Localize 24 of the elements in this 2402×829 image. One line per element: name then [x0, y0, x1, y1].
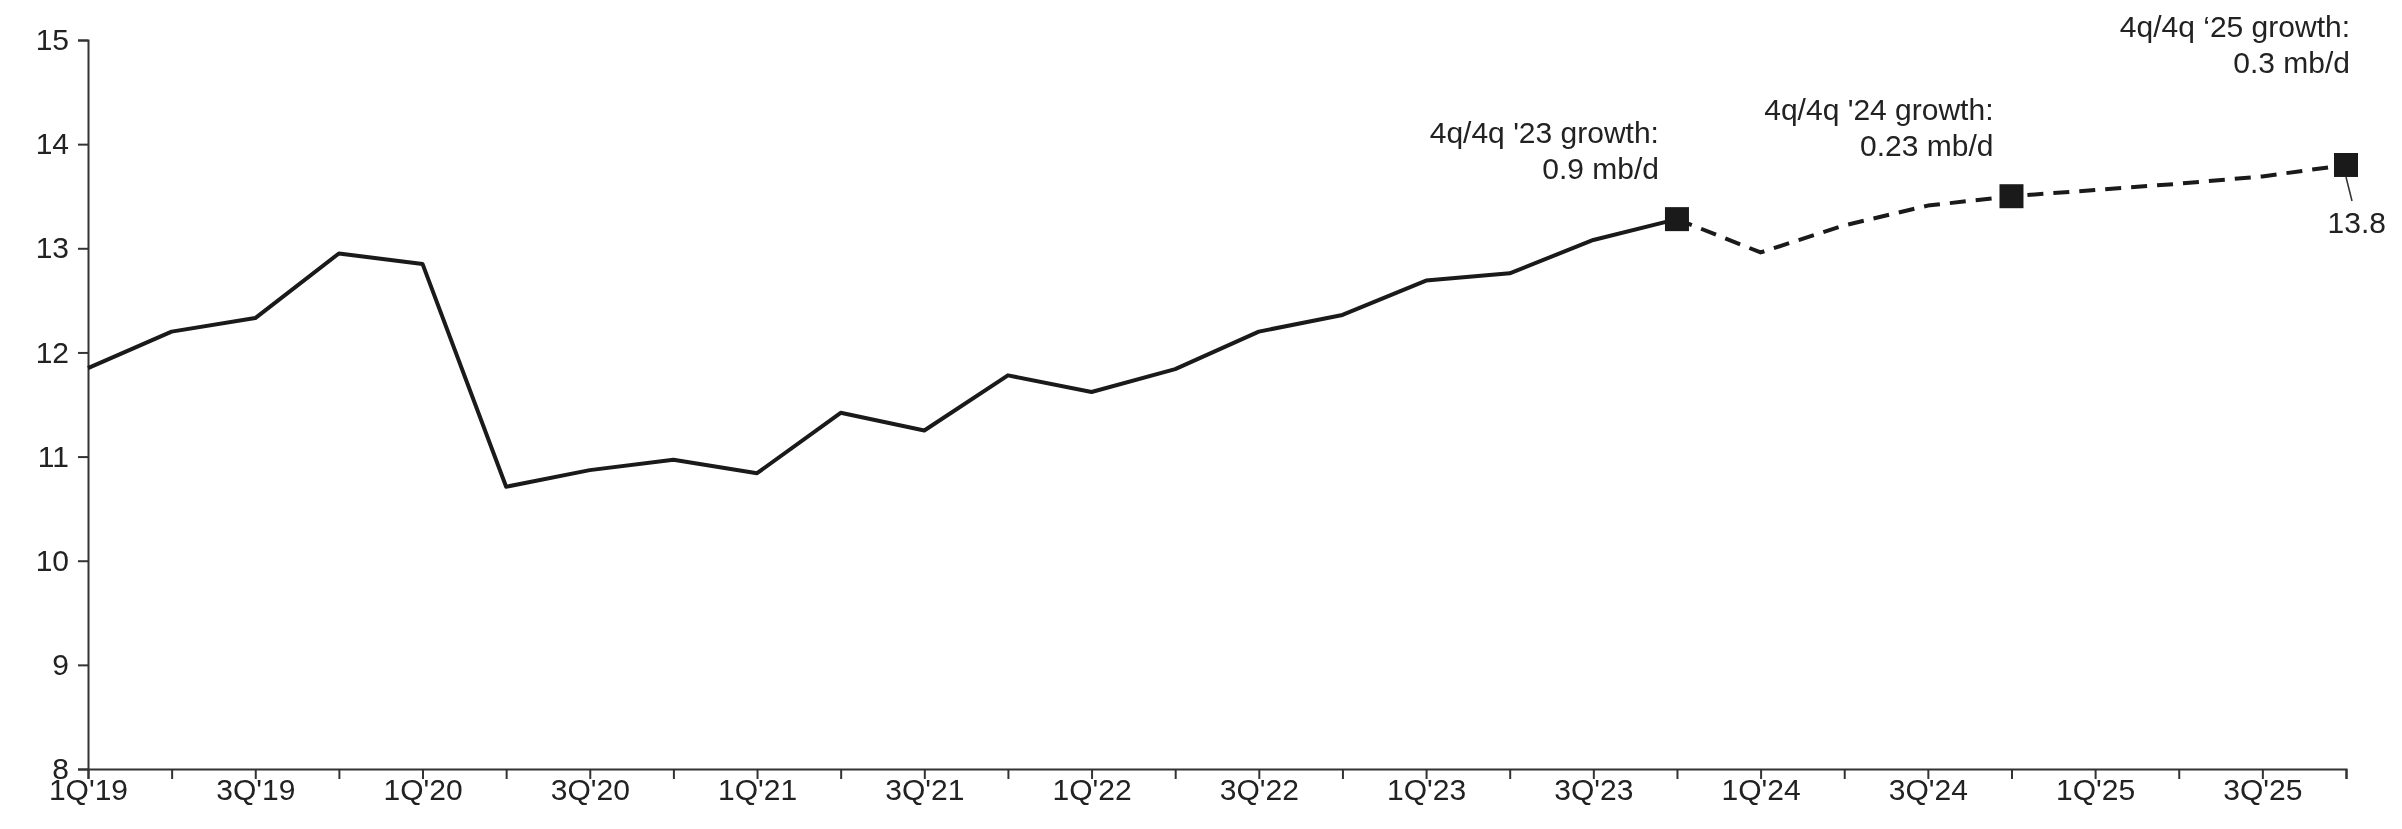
y-tick-label: 12	[35, 335, 69, 369]
y-tick-label: 13	[35, 231, 69, 265]
x-tick-label: 1Q'21	[717, 773, 798, 806]
x-tick-label: 1Q'23	[1387, 773, 1467, 806]
x-tick-label: 3Q'22	[1219, 773, 1299, 806]
x-tick-label: 3Q'25	[2223, 773, 2303, 806]
x-tick-label: 1Q'20	[383, 773, 463, 806]
x-tick-label: 3Q'24	[1888, 773, 1968, 806]
y-tick-label: 9	[52, 647, 69, 681]
annotation: 4q/4q '23 growth: 0.9 mb/d	[1429, 116, 1659, 186]
y-tick-label: 15	[35, 23, 69, 57]
x-tick-label: 3Q'19	[216, 773, 296, 806]
x-tick-label: 3Q'21	[885, 773, 965, 806]
x-tick-label: 1Q'24	[1721, 773, 1801, 806]
x-tick-label: 3Q'23	[1554, 773, 1634, 806]
annotation: 4q/4q ‘25 growth: 0.3 mb/d	[2119, 9, 2350, 79]
y-tick-label: 11	[37, 439, 69, 473]
x-tick-label: 1Q'25	[2056, 773, 2136, 806]
annotation: 4q/4q '24 growth: 0.23 mb/d	[1764, 93, 1994, 163]
y-tick-label: 14	[35, 127, 69, 161]
x-tick-label: 1Q'22	[1052, 773, 1132, 806]
x-tick-label: 3Q'20	[550, 773, 630, 806]
data-label: 13.8	[2327, 205, 2386, 239]
y-tick-label: 10	[35, 543, 69, 577]
